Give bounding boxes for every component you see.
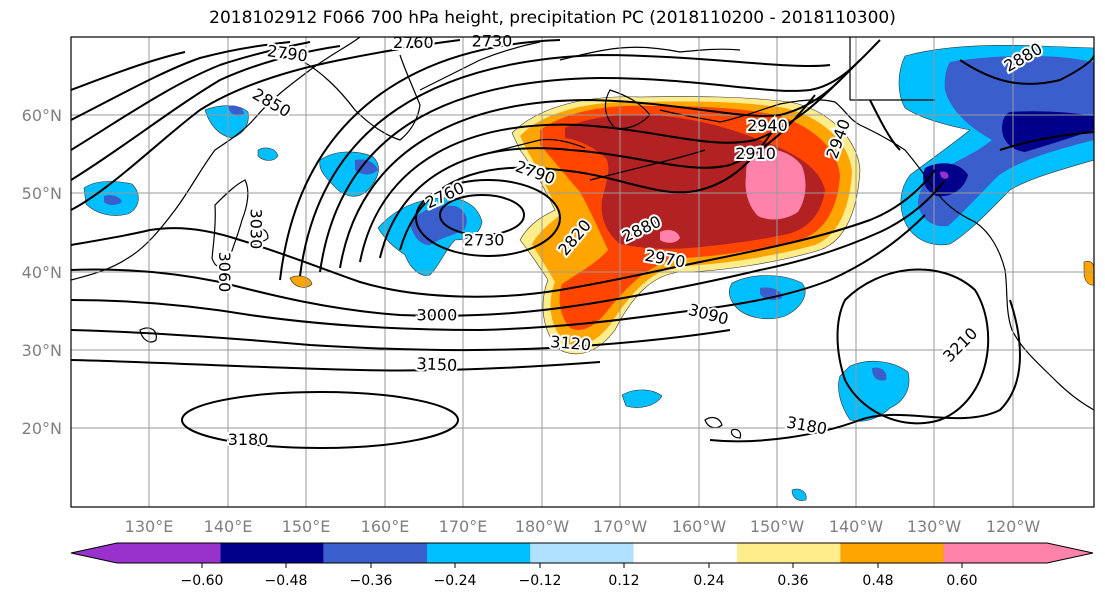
precip-positive-small — [289, 275, 313, 288]
contour-label: 3150 — [416, 354, 458, 375]
lon-axis-labels: 130°E 140°E 150°E 160°E 170°E 180°W 170°… — [125, 517, 1041, 536]
precip-negative-sakhalin-core — [228, 105, 244, 116]
precip-negative-china-core — [104, 195, 122, 205]
colorbar-segment — [530, 543, 634, 563]
lon-label: 130°W — [907, 517, 962, 536]
lon-label: 180°W — [515, 517, 570, 536]
contour-label: 3120 — [550, 332, 592, 354]
precip-negative-na-violet — [940, 171, 949, 179]
precip-shading — [83, 45, 1094, 501]
contour-label: 2730 — [464, 230, 505, 249]
coastlines — [71, 37, 1094, 439]
lon-label: 160°W — [672, 517, 727, 536]
contour-label: 2790 — [266, 41, 309, 65]
lat-axis-labels: 60°N 50°N 40°N 30°N 20°N — [22, 106, 62, 438]
colorbar-labels: −0.60 −0.48 −0.36 −0.24 −0.12 0.12 0.24 … — [181, 573, 978, 589]
map-title: 2018102912 F066 700 hPa height, precipit… — [209, 8, 896, 28]
precip-positive-pink — [745, 148, 806, 220]
colorbar-tick-label: 0.48 — [862, 573, 893, 589]
precip-positive-pink-2 — [660, 230, 680, 243]
colorbar-segment — [840, 543, 944, 563]
contour-label: 2730 — [472, 31, 513, 50]
lat-label: 20°N — [22, 419, 62, 438]
lon-label: 170°W — [593, 517, 648, 536]
lat-label: 40°N — [22, 263, 62, 282]
contour-label: 3030 — [246, 209, 265, 250]
precip-negative-okhotsk-core — [355, 159, 378, 175]
colorbar-tick-label: 0.60 — [946, 573, 977, 589]
lon-label: 150°E — [282, 517, 331, 536]
precip-negative-south-core — [872, 367, 887, 381]
colorbar-tick-label: −0.36 — [350, 573, 393, 589]
colorbar-segment — [943, 543, 1093, 563]
contour-label: 2940 — [747, 116, 788, 135]
colorbar-tick-label: −0.12 — [519, 573, 562, 589]
colorbar-segment — [427, 543, 531, 563]
lat-label: 30°N — [22, 341, 62, 360]
lon-label: 140°E — [204, 517, 253, 536]
colorbar-segment — [633, 543, 737, 563]
lon-label: 170°E — [439, 517, 488, 536]
colorbar-tick-label: −0.24 — [434, 573, 477, 589]
precip-positive-edge — [1083, 260, 1094, 286]
contour-label: 3180 — [228, 430, 269, 449]
lat-label: 60°N — [22, 106, 62, 125]
contour-label: 3090 — [686, 300, 730, 329]
colorbar: −0.60 −0.48 −0.36 −0.24 −0.12 0.12 0.24 … — [70, 542, 1094, 589]
colorbar-tick-label: 0.12 — [608, 573, 639, 589]
precip-negative-small-1 — [257, 147, 279, 161]
lon-label: 150°W — [750, 517, 805, 536]
lon-label: 120°W — [986, 517, 1041, 536]
lon-label: 140°W — [829, 517, 884, 536]
lat-label: 50°N — [22, 184, 62, 203]
colorbar-tick-label: 0.36 — [777, 573, 808, 589]
colorbar-segment — [71, 543, 221, 563]
colorbar-tick-label: −0.48 — [265, 573, 308, 589]
precip-negative-small-3 — [791, 488, 807, 501]
contour-label: 3180 — [785, 413, 828, 439]
contour-label: 2850 — [249, 84, 294, 121]
contour-label: 2910 — [735, 144, 776, 163]
colorbar-segment — [220, 543, 324, 563]
contour-label: 3060 — [215, 252, 234, 293]
contour-label: 2760 — [393, 33, 434, 52]
colorbar-tick-label: −0.60 — [181, 573, 224, 589]
gridlines — [71, 37, 1094, 507]
height-contours — [71, 39, 1094, 449]
colorbar-segment — [323, 543, 427, 563]
colorbar-tick-label: 0.24 — [693, 573, 724, 589]
precip-negative-small-2 — [621, 389, 663, 408]
colorbar-segment — [737, 543, 841, 563]
lon-label: 130°E — [125, 517, 174, 536]
precip-negative-na-navy — [1002, 111, 1094, 152]
contour-label: 3000 — [417, 306, 458, 325]
contour-label: 3210 — [939, 324, 981, 366]
lon-label: 160°E — [361, 517, 410, 536]
map-frame — [70, 36, 1095, 508]
colorbar-outline — [70, 542, 1094, 564]
